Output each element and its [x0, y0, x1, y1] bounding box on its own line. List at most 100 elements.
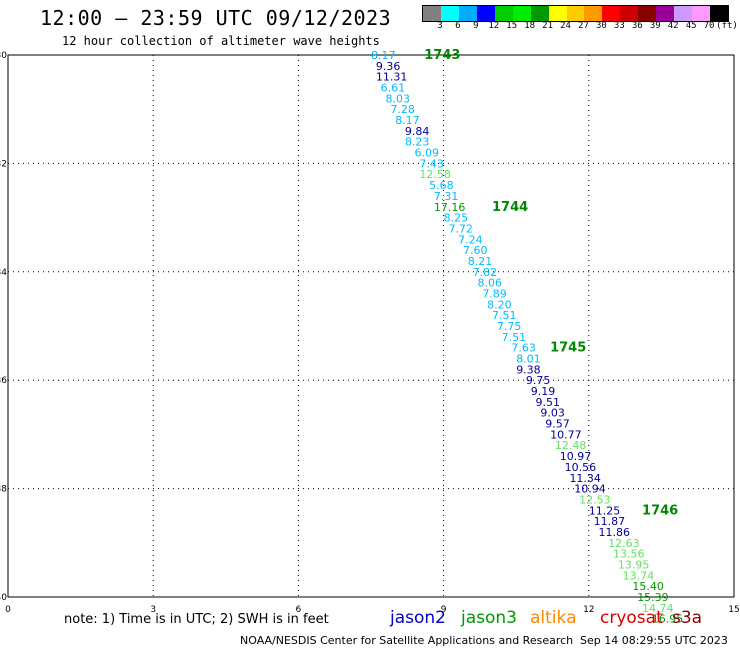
wave-height-value: 7.28	[390, 103, 415, 116]
colorbar-swatch	[566, 6, 585, 21]
colorbar-swatch	[423, 6, 441, 21]
colorbar-label: 27	[578, 21, 589, 31]
wave-height-value: 8.17	[371, 49, 396, 62]
colorbar-label: 33	[613, 21, 625, 31]
x-tick-label: 15	[728, 605, 739, 615]
colorbar-label: 21	[542, 21, 553, 31]
wave-height-value: 8.21	[468, 255, 493, 268]
colorbar-swatch	[530, 6, 549, 21]
satellite-jason3: jason3	[461, 608, 517, 628]
wave-height-value: 9.57	[545, 418, 570, 431]
colorbar-swatch	[458, 6, 477, 21]
wave-height-value: 7.82	[473, 266, 498, 279]
satellite-jason2: jason2	[390, 608, 446, 628]
wave-height-value: 7.31	[434, 190, 459, 203]
wave-height-value: 10.56	[565, 461, 597, 474]
x-tick-label: 0	[5, 605, 11, 615]
wave-height-value: 9.84	[405, 125, 430, 138]
time-label: 1746	[642, 503, 678, 518]
wave-height-value: 8.17	[395, 114, 420, 127]
wave-height-value: 10.94	[574, 483, 606, 496]
wave-height-value: 10.77	[550, 428, 582, 441]
wave-height-value: 7.89	[482, 287, 507, 300]
colorbar-swatch	[494, 6, 513, 21]
wave-height-value: 7.51	[492, 309, 517, 322]
y-tick-label: -38	[0, 485, 7, 495]
wave-height-value: 13.95	[618, 558, 650, 571]
y-tick-label: -36	[0, 376, 7, 386]
wave-height-value: 7.43	[419, 157, 444, 170]
wave-height-value: 7.63	[511, 342, 536, 355]
wave-height-value: 7.72	[448, 222, 473, 235]
wave-height-value: 12.53	[579, 493, 611, 506]
satellite-s3a: s3a	[672, 608, 703, 628]
wave-height-value: 7.24	[458, 233, 483, 246]
satellite-cryosat: cryosat	[600, 608, 663, 628]
satellite-altika: altika	[530, 608, 577, 628]
colorbar-labels: 3 6 9 12 15 18 21 24 27 30 33 36 39 42 45 70 (ft)	[422, 21, 738, 33]
wave-height-value: 14.74	[642, 602, 674, 615]
generation-timestamp: Sep 14 08:29:55 UTC 2023	[580, 634, 728, 647]
wave-height-value: 9.36	[376, 60, 401, 73]
colorbar-swatch	[440, 6, 459, 21]
colorbar-swatch	[476, 6, 495, 21]
wave-height-value: 9.51	[536, 396, 561, 409]
wave-height-value: 8.06	[477, 277, 502, 290]
footer-note: note: 1) Time is in UTC; 2) SWH is in fe…	[64, 612, 329, 627]
colorbar-swatch	[512, 6, 531, 21]
wave-height-value: 11.87	[594, 515, 626, 528]
colorbar-swatch	[638, 6, 657, 21]
colorbar-swatch	[584, 6, 603, 21]
wave-height-value: 7.75	[497, 320, 521, 333]
y-tick-label: -34	[0, 268, 7, 278]
wave-height-value: 9.38	[516, 363, 541, 376]
wave-height-value: 10.97	[560, 450, 592, 463]
x-tick-label: 6	[296, 605, 302, 615]
colorbar-swatch	[620, 6, 639, 21]
colorbar-swatch	[602, 6, 621, 21]
colorbar-swatch	[656, 6, 675, 21]
wave-height-value: 7.51	[502, 331, 527, 344]
colorbar-label: 36	[631, 21, 643, 31]
wave-height-value: 11.86	[598, 526, 630, 539]
wave-height-value: 17.16	[434, 201, 466, 214]
wave-height-value: 13.56	[613, 548, 645, 561]
wave-height-value: 7.60	[463, 244, 488, 257]
wave-height-value: 11.31	[376, 71, 408, 84]
colorbar-label: 24	[560, 21, 571, 31]
colorbar-label: 42	[667, 21, 679, 31]
wave-height-value: 8.25	[444, 212, 469, 225]
map-frame	[7, 54, 735, 598]
colorbar-swatch	[710, 6, 728, 21]
colorbar-label: 18	[524, 21, 536, 31]
colorbar-swatch	[674, 6, 693, 21]
colorbar-label: 39	[649, 21, 661, 31]
x-tick-label: 12	[583, 605, 594, 615]
colorbar-label: 15	[506, 21, 518, 31]
wave-height-value: 12.63	[608, 537, 640, 550]
credit-text: NOAA/NESDIS Center for Satellite Applica…	[240, 634, 574, 647]
wave-height-value: 8.01	[516, 353, 541, 366]
wave-height-value: 11.25	[589, 504, 621, 517]
colorbar-label: 3	[437, 21, 443, 31]
x-tick-label: 9	[441, 605, 447, 615]
wave-height-value: 9.19	[531, 385, 556, 398]
wave-height-value: 12.58	[419, 168, 451, 181]
wave-height-value: 8.20	[487, 298, 512, 311]
wave-height-value: 5.68	[429, 179, 454, 192]
wave-height-value: 16.95	[652, 613, 684, 626]
wave-height-value: 12.48	[555, 439, 587, 452]
y-tick-label: -30	[0, 51, 7, 61]
colorbar-label: 30	[595, 21, 607, 31]
time-label: 1744	[492, 200, 528, 215]
wave-height-value: 6.09	[415, 147, 440, 160]
wave-height-value: 8.23	[405, 136, 430, 149]
x-tick-label: 3	[150, 605, 156, 615]
wave-height-value: 8.03	[386, 92, 411, 105]
wave-height-colorbar	[422, 5, 729, 22]
time-label: 1745	[550, 341, 586, 356]
colorbar-label: (ft)	[716, 21, 738, 31]
time-label: 1743	[424, 48, 460, 63]
wave-height-value: 13.74	[623, 569, 655, 582]
wave-height-value: 15.40	[632, 580, 664, 593]
